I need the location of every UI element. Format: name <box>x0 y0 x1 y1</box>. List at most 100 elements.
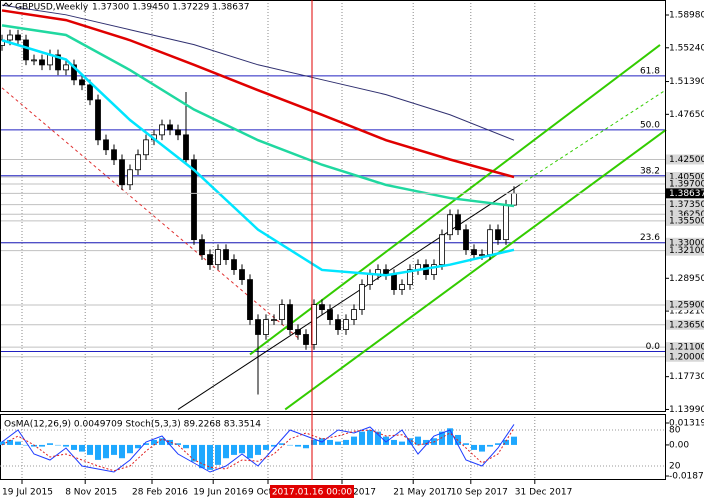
title-block: GBPUSD,Weekly 1.37300 1.39450 1.37229 1.… <box>2 2 249 13</box>
candle-body <box>215 249 221 266</box>
candle-body <box>119 159 125 186</box>
osma-bar <box>487 444 493 447</box>
candle-body <box>103 139 109 151</box>
x-tick-label: 21 May 2017 <box>393 488 452 498</box>
candle-body <box>239 269 245 281</box>
ohlc: 1.37300 1.39450 1.37229 1.38637 <box>92 3 249 13</box>
level-tag <box>666 319 704 330</box>
y-tick-label: 1.47650 <box>669 110 704 120</box>
osma-bar <box>511 436 517 445</box>
candle-body <box>223 249 229 261</box>
fib-label: 23.6 <box>640 233 660 243</box>
osma-bar <box>231 444 237 455</box>
candle-body <box>263 319 269 335</box>
osma-bar <box>0 441 5 445</box>
osma-bar <box>247 444 253 459</box>
candle-body <box>439 234 445 266</box>
candle-body <box>271 319 277 321</box>
trend-line <box>284 129 667 411</box>
candle-body <box>87 84 93 101</box>
level-tag <box>666 215 704 226</box>
candle-body <box>247 279 253 320</box>
candle-body <box>31 59 37 62</box>
level-tag <box>666 237 704 248</box>
symbol: GBPUSD,Weekly <box>15 3 89 13</box>
osma-bar <box>359 431 365 445</box>
x-tick-label: 19 Jul 2015 <box>2 488 53 498</box>
osma-bar <box>127 444 133 454</box>
osma-bar <box>447 428 453 445</box>
candle-body <box>111 149 117 161</box>
candle-body <box>319 304 325 310</box>
moving-average <box>1 39 515 277</box>
osma-bar <box>399 441 405 445</box>
last-price-tag <box>666 188 704 199</box>
y-tick-label: 1.25210 <box>669 307 704 317</box>
level-tag <box>666 245 704 256</box>
candle-body <box>0 39 5 46</box>
osma-bar <box>79 444 85 452</box>
osma-bar <box>327 439 333 445</box>
candle-body <box>79 79 85 86</box>
candle-body <box>479 254 485 257</box>
osma-bar <box>335 441 341 445</box>
last-price-label: 1.38637 <box>669 189 704 199</box>
candle-body <box>463 229 469 251</box>
cursor-tag <box>270 485 354 498</box>
level-tag <box>666 172 704 183</box>
osma-bar <box>215 444 221 465</box>
osma-bar <box>479 444 485 452</box>
osma-bar <box>471 444 477 450</box>
candle-body <box>359 284 365 310</box>
osma-bar <box>119 444 125 459</box>
candle-body <box>23 39 29 61</box>
osma-bar <box>439 431 445 445</box>
candle-body <box>207 254 213 266</box>
y-tick-label: 1.17730 <box>669 372 704 382</box>
y-tick-label: 1.28950 <box>669 274 704 284</box>
osma-bar <box>95 444 101 460</box>
candle-body <box>135 154 141 171</box>
candle-body <box>175 129 181 136</box>
x-tick-label: 19 Jun 2016 <box>193 488 247 498</box>
candle-body <box>295 329 301 335</box>
y-tick-label: 1.55240 <box>669 43 704 53</box>
candle-body <box>231 259 237 271</box>
fib-label: 38.2 <box>640 166 660 176</box>
candle-body <box>159 124 165 136</box>
candle-body <box>167 124 173 131</box>
osma-bar <box>111 444 117 455</box>
candle-body <box>39 59 45 66</box>
level-label: 1.42500 <box>669 155 704 165</box>
level-tag <box>666 209 704 220</box>
osma-bar <box>503 439 509 445</box>
level-tag <box>666 300 704 311</box>
candle-body <box>455 214 461 231</box>
osma-bar <box>311 439 317 445</box>
level-label: 1.35500 <box>669 216 704 226</box>
osma-bar <box>263 444 269 450</box>
candle-body <box>71 64 77 81</box>
osma-bar <box>343 439 349 445</box>
candle-body <box>327 309 333 320</box>
candle-body <box>199 239 205 256</box>
x-tick-label: 31 Dec 2017 <box>515 488 573 498</box>
moving-average <box>1 9 515 179</box>
osma-bar <box>15 441 21 445</box>
y-tick-label: 1.58980 <box>669 10 704 20</box>
stoch-line <box>1 424 515 473</box>
osma-bar <box>103 444 109 459</box>
y-tick-label: 1.51390 <box>669 77 704 87</box>
level-tag <box>666 351 704 362</box>
osma-bar <box>239 444 245 454</box>
stoch-level-label: 20 <box>669 462 681 472</box>
candle-body <box>471 249 477 256</box>
candle-body <box>503 204 509 241</box>
osma-bar <box>383 436 389 445</box>
candle-body <box>279 304 285 320</box>
osma-bar <box>367 429 373 445</box>
candle-body <box>191 159 197 241</box>
